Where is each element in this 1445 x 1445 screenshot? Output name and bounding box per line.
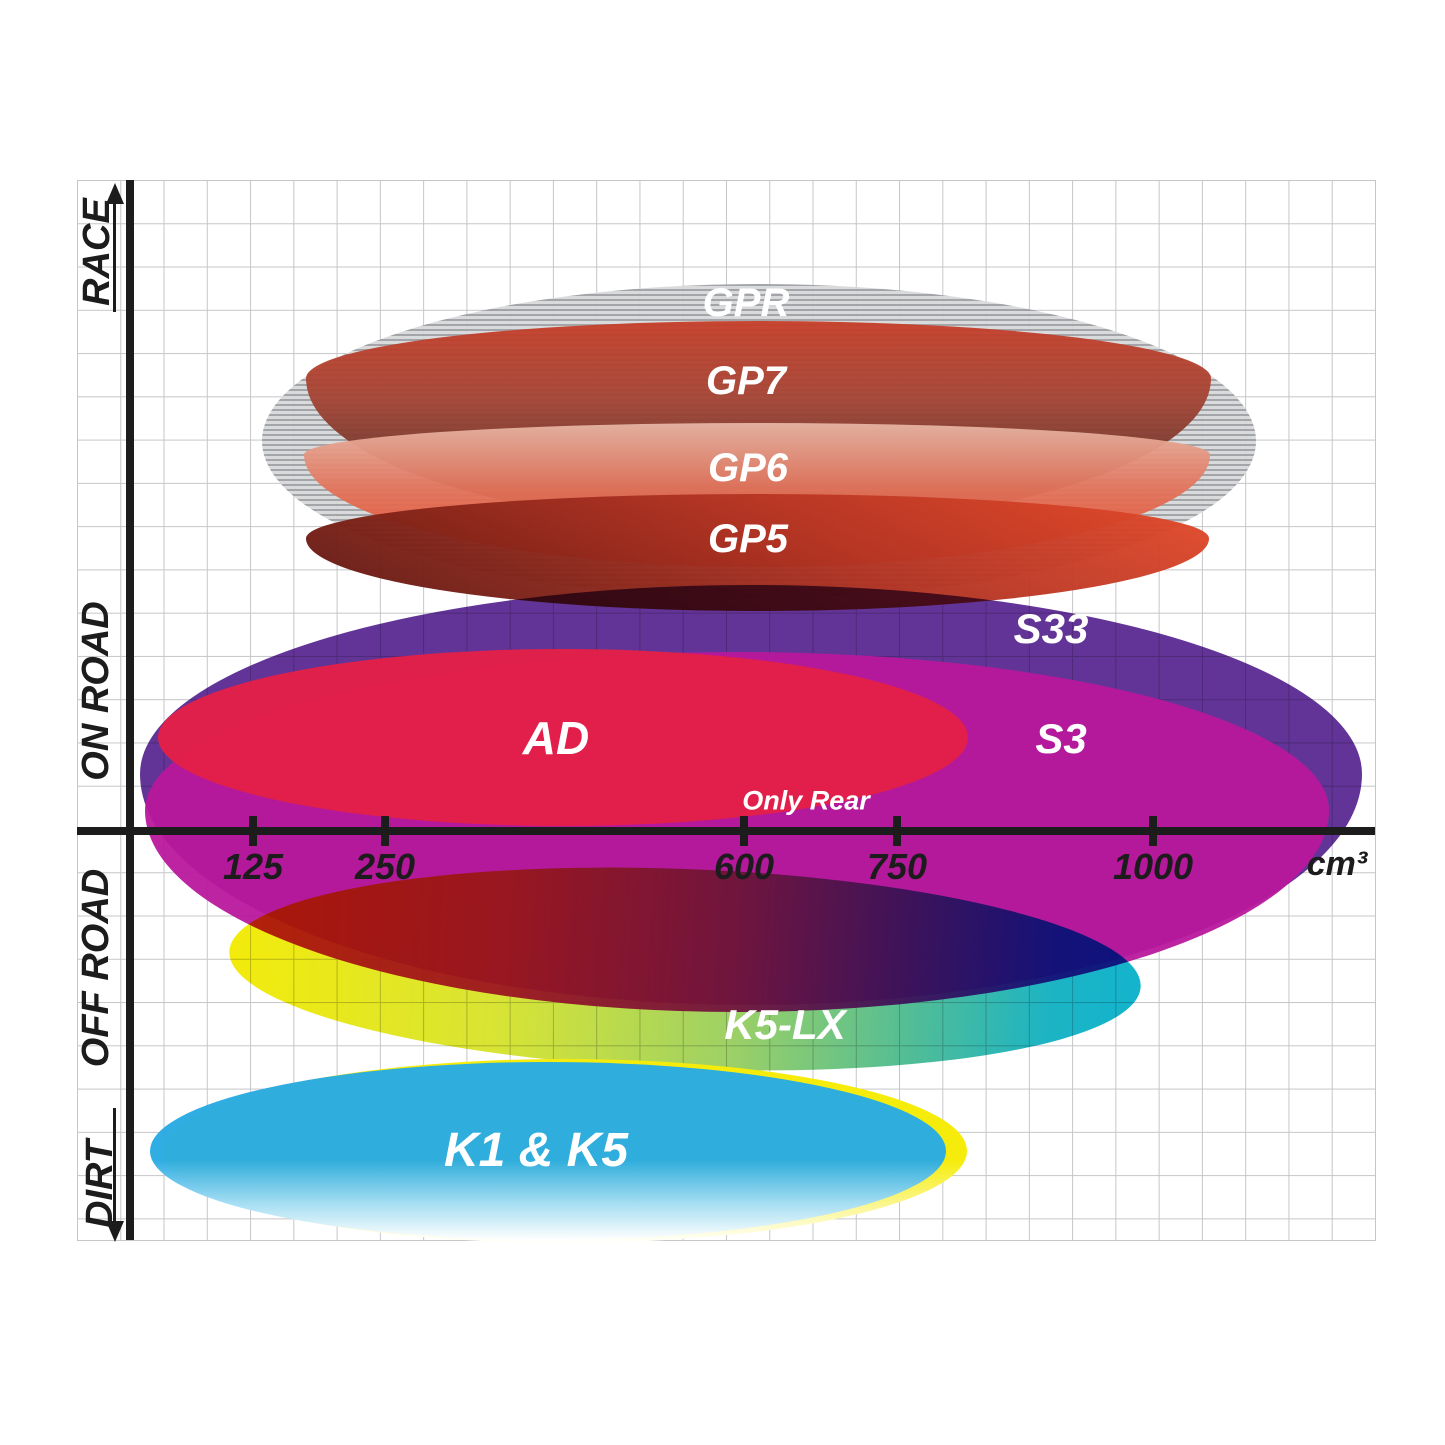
x-tick-125 <box>249 816 257 846</box>
y-label-dirt: DIRT <box>79 1140 121 1228</box>
y-label-race: RACE <box>76 198 118 306</box>
dirt-down-arrow-head <box>106 1221 124 1242</box>
region-label-gp5: GP5 <box>707 517 789 561</box>
region-k1k5-ellipse <box>150 1062 946 1240</box>
y-label-off-road: OFF ROAD <box>75 868 117 1068</box>
y-axis-line <box>126 180 134 1240</box>
x-tick-600 <box>740 816 748 846</box>
x-tick-1000 <box>1149 816 1157 846</box>
x-tick-label-250: 250 <box>354 846 416 887</box>
x-axis-line <box>77 827 1375 835</box>
x-axis-unit-label: cm³ <box>1306 845 1368 883</box>
y-label-on-road: ON ROAD <box>75 601 117 781</box>
x-tick-label-600: 600 <box>713 846 775 887</box>
region-label-s33: S33 <box>1013 605 1089 652</box>
x-tick-750 <box>893 816 901 846</box>
x-tick-label-750: 750 <box>866 846 928 887</box>
region-label-gp6: GP6 <box>707 446 789 490</box>
region-label-k5lx: K5-LX <box>724 1001 846 1048</box>
race-up-arrow-line <box>113 202 116 312</box>
region-label-s3: S3 <box>1035 715 1087 762</box>
region-label-ad: AD <box>522 712 590 764</box>
race-up-arrow-head <box>106 183 124 204</box>
region-ad-ellipse <box>158 649 968 826</box>
dirt-down-arrow-line <box>113 1108 116 1223</box>
x-tick-label-1000: 1000 <box>1112 846 1194 887</box>
region-label-gp7: GP7 <box>705 359 787 403</box>
region-label-k1k5: K1 & K5 <box>443 1124 629 1177</box>
x-tick-label-125: 125 <box>222 846 284 887</box>
annotation-only-rear: Only Rear <box>742 785 870 816</box>
region-label-gpr: GPR <box>702 281 790 325</box>
x-tick-250 <box>381 816 389 846</box>
